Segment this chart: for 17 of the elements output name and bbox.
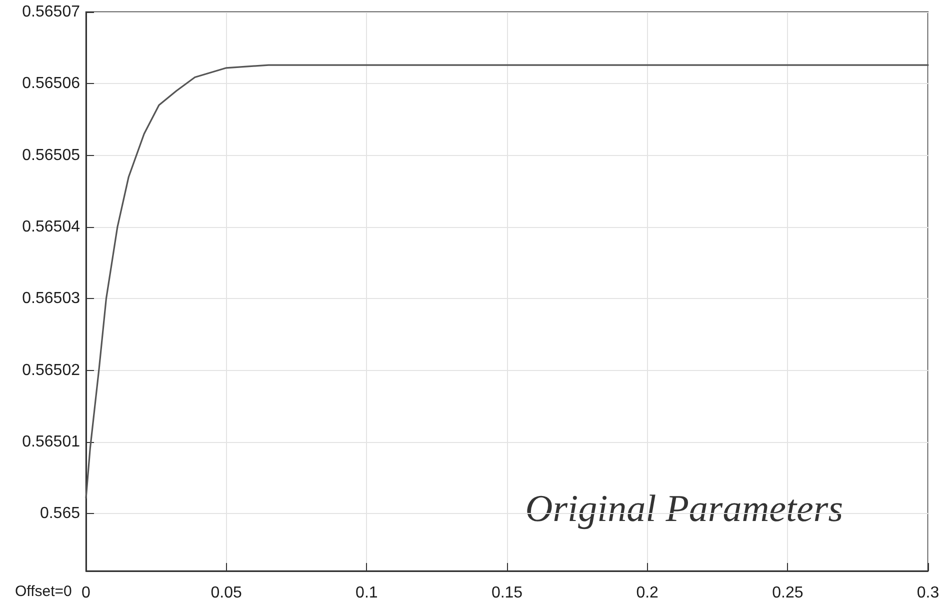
y-tick-label: 0.56507	[22, 4, 80, 20]
x-tick-label: 0.25	[772, 584, 804, 602]
x-tick-label: 0.1	[356, 584, 378, 602]
x-tick-label: 0.3	[916, 584, 940, 602]
x-tick-label: 0	[82, 584, 91, 602]
text: Offset=0	[15, 583, 72, 600]
y-tick-label: 0.56505	[22, 146, 80, 164]
y-tick-label: 0.56504	[22, 218, 80, 236]
x-tick-label: 0.2	[636, 584, 659, 602]
y-tick-label: 0.56502	[22, 362, 80, 379]
y-tick-label: 0.56503	[22, 290, 80, 308]
y-tick-label: 0.56501	[22, 434, 80, 450]
annotation: Original Parameters	[525, 488, 844, 530]
y-tick-label: 0.565	[40, 505, 80, 522]
y-tick-label: 0.56506	[22, 75, 80, 92]
x-tick-label: 0.05	[210, 584, 242, 602]
x-tick-label: 0.15	[491, 584, 523, 602]
